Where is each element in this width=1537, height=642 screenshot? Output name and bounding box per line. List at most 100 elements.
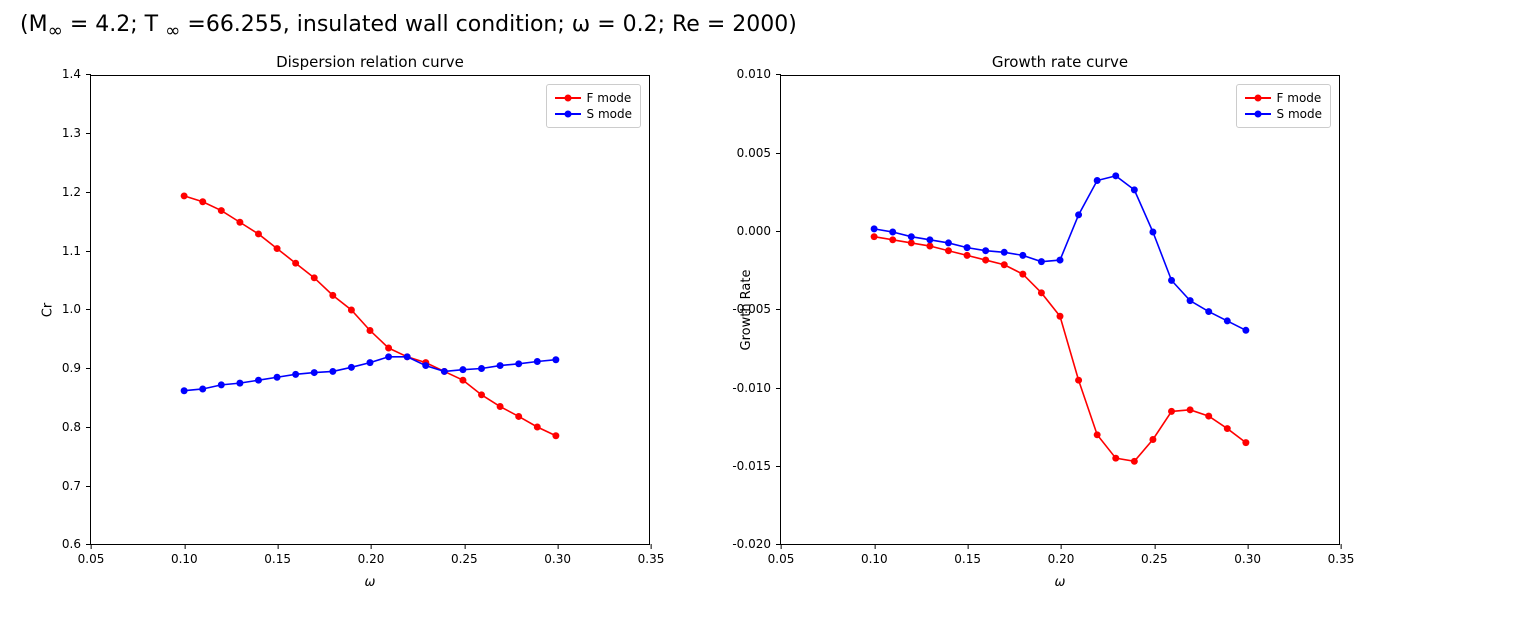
xtick: 0.35 — [638, 552, 665, 566]
series-marker — [1187, 298, 1194, 305]
series-marker — [1094, 432, 1101, 439]
header-part-1: = 4.2; T — [63, 12, 165, 37]
series-line — [184, 196, 556, 436]
series-marker — [199, 386, 206, 393]
ytick: 0.005 — [737, 146, 781, 160]
legend-row-f-left: F mode — [555, 91, 632, 105]
legend-label-s-right: S mode — [1277, 107, 1322, 121]
series-marker — [1019, 271, 1026, 278]
legend-swatch-f-right — [1245, 97, 1271, 99]
xtick: 0.30 — [544, 552, 571, 566]
series-marker — [236, 219, 243, 226]
series-marker — [367, 327, 374, 334]
legend-left: F mode S mode — [546, 84, 641, 128]
ytick: 0.8 — [62, 420, 91, 434]
series-marker — [478, 392, 485, 399]
series-marker — [329, 292, 336, 299]
series-marker — [1224, 318, 1231, 325]
series-marker — [1187, 407, 1194, 414]
header-part-2: =66.255, insulated wall condition; ω = 0… — [180, 12, 796, 37]
ytick: -0.015 — [732, 459, 781, 473]
series-marker — [181, 193, 188, 200]
ytick: 1.2 — [62, 185, 91, 199]
series-marker — [274, 245, 281, 252]
legend-swatch-s-left — [555, 113, 581, 115]
header-sub-0: ∞ — [48, 20, 63, 41]
header-sub-1: ∞ — [165, 20, 180, 41]
series-marker — [218, 207, 225, 214]
plot-svg-left — [91, 76, 649, 544]
series-marker — [236, 380, 243, 387]
series-marker — [367, 360, 374, 367]
ytick: 1.1 — [62, 244, 91, 258]
series-marker — [534, 424, 541, 431]
xtick: 0.25 — [451, 552, 478, 566]
series-marker — [552, 357, 559, 364]
ytick: 0.010 — [737, 67, 781, 81]
chart-title-right: Growth rate curve — [780, 53, 1340, 71]
dispersion-chart: Dispersion relation curve Cr F mode S mo… — [90, 53, 650, 590]
series-marker — [497, 403, 504, 410]
legend-row-s-left: S mode — [555, 107, 632, 121]
legend-swatch-s-right — [1245, 113, 1271, 115]
ylabel-left: Cr — [41, 303, 56, 317]
legend-label-f-right: F mode — [1277, 91, 1322, 105]
series-marker — [1057, 257, 1064, 264]
series-marker — [1149, 229, 1156, 236]
xtick: 0.05 — [78, 552, 105, 566]
chart-title-left: Dispersion relation curve — [90, 53, 650, 71]
series-marker — [422, 362, 429, 369]
series-marker — [459, 367, 466, 374]
series-line — [874, 176, 1246, 330]
series-marker — [889, 229, 896, 236]
series-marker — [1131, 458, 1138, 465]
series-marker — [964, 245, 971, 252]
series-marker — [478, 365, 485, 372]
series-marker — [871, 234, 878, 241]
ytick: -0.020 — [732, 537, 781, 551]
series-marker — [311, 275, 318, 282]
series-marker — [199, 199, 206, 206]
series-marker — [982, 257, 989, 264]
xtick: 0.25 — [1141, 552, 1168, 566]
ytick: 0.000 — [737, 224, 781, 238]
series-marker — [515, 361, 522, 368]
legend-right: F mode S mode — [1236, 84, 1331, 128]
series-marker — [348, 307, 355, 314]
ytick: 0.9 — [62, 361, 91, 375]
legend-row-f-right: F mode — [1245, 91, 1322, 105]
series-marker — [1075, 212, 1082, 219]
legend-row-s-right: S mode — [1245, 107, 1322, 121]
series-marker — [945, 248, 952, 255]
legend-label-s-left: S mode — [587, 107, 632, 121]
series-marker — [292, 260, 299, 267]
plot-area-right: Growth Rate F mode S mode 0.050.100.150.… — [780, 75, 1340, 545]
series-marker — [1131, 187, 1138, 194]
series-marker — [404, 354, 411, 361]
header-part-0: (M — [20, 12, 48, 37]
series-marker — [1242, 440, 1249, 447]
series-marker — [1057, 313, 1064, 320]
series-marker — [311, 370, 318, 377]
series-marker — [497, 362, 504, 369]
xtick: 0.10 — [861, 552, 888, 566]
series-marker — [441, 368, 448, 375]
series-marker — [1075, 377, 1082, 384]
ytick: -0.005 — [732, 302, 781, 316]
series-marker — [908, 240, 915, 247]
xlabel-right: ω — [780, 575, 1340, 590]
series-marker — [964, 252, 971, 259]
series-marker — [1019, 252, 1026, 259]
xtick: 0.20 — [1048, 552, 1075, 566]
growth-chart: Growth rate curve Growth Rate F mode S m… — [780, 53, 1340, 590]
series-marker — [1038, 259, 1045, 266]
series-marker — [329, 368, 336, 375]
series-marker — [908, 234, 915, 241]
series-marker — [1149, 436, 1156, 443]
series-marker — [218, 382, 225, 389]
series-marker — [1168, 277, 1175, 284]
series-marker — [1112, 173, 1119, 180]
series-marker — [1168, 408, 1175, 415]
series-marker — [1205, 308, 1212, 315]
series-marker — [1038, 290, 1045, 297]
